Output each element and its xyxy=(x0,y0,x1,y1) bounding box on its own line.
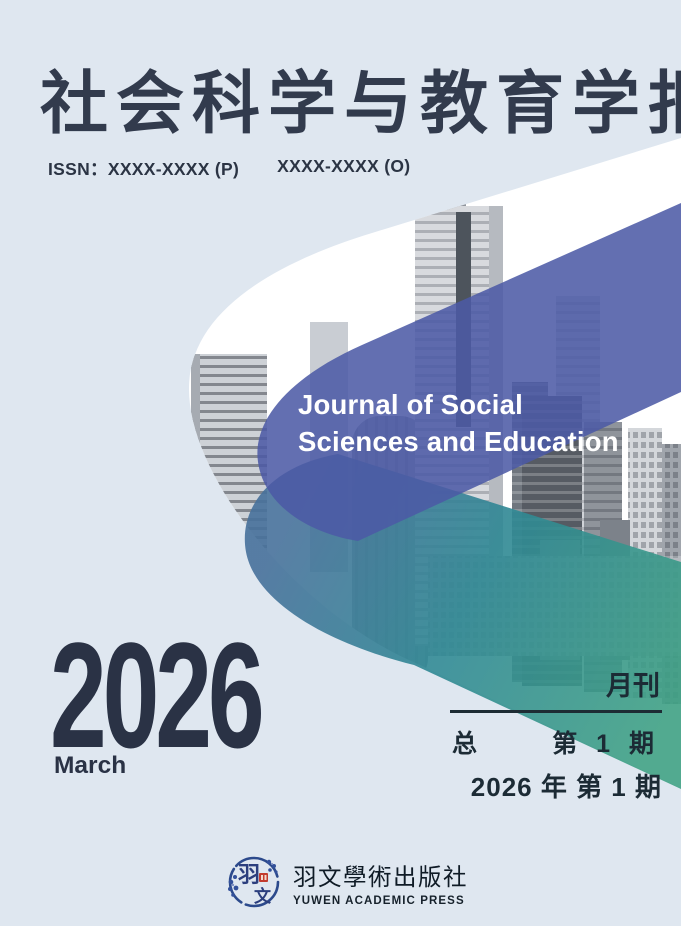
publisher-block: 羽 文 羽文學術出版社 YUWEN ACADEMIC PRESS xyxy=(224,852,468,912)
seal-char-bottom: 文 xyxy=(254,886,272,907)
publisher-names: 羽文學術出版社 YUWEN ACADEMIC PRESS xyxy=(293,858,468,907)
current-issue: 2026 年 第 1 期 xyxy=(470,772,662,802)
cover-year: 2026 xyxy=(50,611,265,779)
issn-line: ISSN：XXXX-XXXX (P) XXXX-XXXX (O) xyxy=(48,156,410,181)
issue-info-block: 月刊 总 第 1 期 2026 年 第 1 期 xyxy=(450,664,662,804)
publisher-name-en: YUWEN ACADEMIC PRESS xyxy=(293,894,465,907)
publisher-seal-icon: 羽 文 xyxy=(228,856,280,908)
journal-title-en-line1: Journal of Social xyxy=(298,389,523,420)
seal-stamp xyxy=(259,873,268,882)
cumulative-prefix: 总 xyxy=(452,730,478,758)
cumulative-issue: 总 第 1 期 xyxy=(450,724,662,760)
cover-month: March xyxy=(54,752,127,779)
journal-title-en: Journal of Social Sciences and Education xyxy=(298,386,619,460)
issue-divider xyxy=(450,710,662,713)
journal-title-en-line2: Sciences and Education xyxy=(298,426,619,457)
issn-online: XXXX-XXXX (O) xyxy=(277,156,411,176)
ribbon-blue xyxy=(257,203,681,541)
journal-title-cn: 社会科学与教育学报 xyxy=(40,64,681,144)
frequency-label: 月刊 xyxy=(606,671,660,701)
cumulative-number: 第 1 期 xyxy=(552,730,660,758)
publisher-name-cn: 羽文學術出版社 xyxy=(293,863,468,890)
seal-char-top: 羽 xyxy=(238,862,260,888)
issn-print: ISSN：XXXX-XXXX (P) xyxy=(48,159,240,179)
